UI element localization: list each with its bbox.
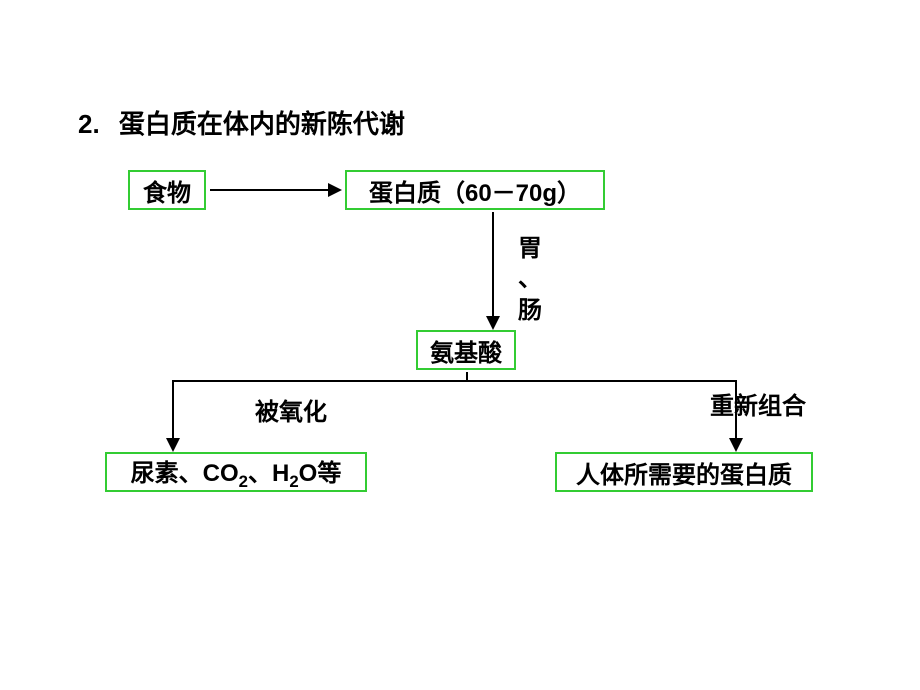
branch-left-v	[172, 380, 174, 438]
arrow-food-protein-line	[210, 189, 328, 191]
node-amino: 氨基酸	[416, 330, 516, 370]
node-urea: 尿素、CO2、H2O等	[105, 452, 367, 492]
branch-hline	[172, 380, 737, 382]
section-title: 2. 蛋白质在体内的新陈代谢	[78, 104, 405, 141]
arrow-protein-amino-line	[492, 212, 494, 316]
label-recombine: 重新组合	[710, 386, 806, 421]
branch-right-head	[729, 438, 743, 452]
node-urea-text: 尿素、CO2、H2O等	[131, 453, 342, 492]
label-pause: 、	[518, 258, 542, 293]
label-oxidized: 被氧化	[255, 392, 327, 427]
branch-right-v	[735, 380, 737, 438]
label-intestine: 肠	[518, 290, 542, 325]
section-text: 蛋白质在体内的新陈代谢	[119, 109, 405, 139]
branch-left-head	[166, 438, 180, 452]
node-body-protein: 人体所需要的蛋白质	[555, 452, 813, 492]
section-number: 2.	[78, 109, 100, 139]
node-food: 食物	[128, 170, 206, 210]
arrow-food-protein-head	[328, 183, 342, 197]
node-protein: 蛋白质（60－70g）	[345, 170, 605, 210]
arrow-protein-amino-head	[486, 316, 500, 330]
